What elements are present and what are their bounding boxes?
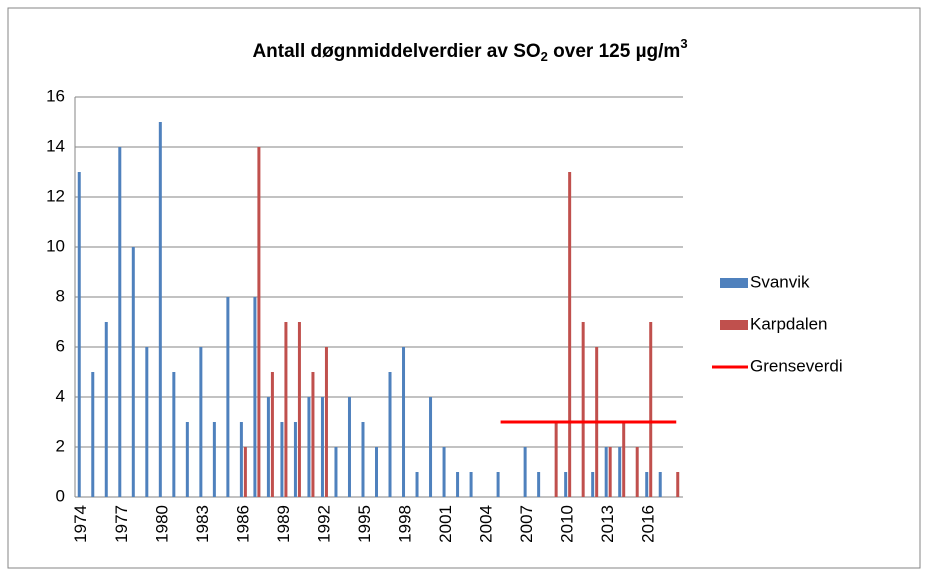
bar	[456, 472, 460, 497]
bar	[608, 447, 612, 497]
bar	[324, 347, 328, 497]
y-tick-label: 4	[56, 386, 65, 405]
bar	[334, 447, 338, 497]
bar	[172, 372, 176, 497]
legend-label: Svanvik	[750, 272, 810, 291]
bar	[131, 247, 135, 497]
x-tick-label: 1992	[314, 505, 333, 543]
title-part: over 125 µg/m	[548, 41, 680, 62]
bar	[388, 372, 392, 497]
bar	[591, 472, 595, 497]
bar	[442, 447, 446, 497]
bar	[523, 447, 527, 497]
legend-swatch	[720, 278, 748, 288]
x-tick-label: 1974	[71, 505, 90, 543]
bar	[537, 472, 541, 497]
bar	[496, 472, 500, 497]
title-sub: 2	[541, 49, 548, 64]
bar	[212, 422, 216, 497]
bar	[293, 422, 297, 497]
bar	[118, 147, 122, 497]
legend-label: Grenseverdi	[750, 356, 843, 375]
bar	[297, 322, 301, 497]
bar	[645, 472, 649, 497]
x-tick-label: 1983	[193, 505, 212, 543]
x-tick-label: 2007	[517, 505, 536, 543]
legend-swatch	[720, 320, 748, 330]
y-tick-label: 0	[56, 486, 65, 505]
bar	[307, 397, 311, 497]
bar	[568, 172, 572, 497]
bar	[257, 147, 261, 497]
bar	[91, 372, 95, 497]
bar	[199, 347, 203, 497]
bar	[270, 372, 274, 497]
bar	[415, 472, 419, 497]
bar	[185, 422, 189, 497]
y-tick-label: 8	[56, 286, 65, 305]
x-tick-label: 1986	[233, 505, 252, 543]
y-tick-label: 2	[56, 436, 65, 455]
bar	[280, 422, 284, 497]
x-tick-label: 2001	[436, 505, 455, 543]
bar	[266, 397, 270, 497]
bar	[402, 347, 406, 497]
x-tick-label: 2010	[558, 505, 577, 543]
bar	[145, 347, 149, 497]
bar	[361, 422, 365, 497]
x-tick-label: 2004	[477, 505, 496, 543]
bar	[676, 472, 680, 497]
bar	[604, 447, 608, 497]
x-tick-label: 1989	[274, 505, 293, 543]
title-sup: 3	[680, 36, 687, 51]
bar	[618, 447, 622, 497]
chart-title: Antall døgnmiddelverdier av SO2 over 125…	[252, 36, 687, 64]
bar	[284, 322, 288, 497]
bar	[239, 422, 243, 497]
bar	[554, 422, 558, 497]
bar	[581, 322, 585, 497]
bar	[635, 447, 639, 497]
bar	[226, 297, 230, 497]
x-tick-label: 1995	[355, 505, 374, 543]
x-tick-label: 2013	[598, 505, 617, 543]
x-tick-label: 2016	[639, 505, 658, 543]
bar	[320, 397, 324, 497]
y-tick-label: 6	[56, 336, 65, 355]
bar	[375, 447, 378, 497]
bar	[104, 322, 108, 497]
bar	[469, 472, 473, 497]
bar	[77, 172, 81, 497]
title-part: Antall døgnmiddelverdier av SO	[252, 41, 540, 62]
legend-label: Karpdalen	[750, 314, 828, 333]
x-tick-label: 1998	[396, 505, 415, 543]
bar	[622, 422, 626, 497]
bar	[243, 447, 247, 497]
y-tick-label: 10	[46, 236, 65, 255]
bar	[158, 122, 162, 497]
bar	[649, 322, 653, 497]
bar	[347, 397, 351, 497]
x-tick-label: 1977	[112, 505, 131, 543]
x-tick-label: 1980	[152, 505, 171, 543]
bar	[253, 297, 257, 497]
bar	[311, 372, 315, 497]
y-tick-label: 12	[46, 186, 65, 205]
bar	[429, 397, 433, 497]
y-tick-label: 16	[46, 86, 65, 105]
y-tick-label: 14	[46, 136, 65, 155]
bar	[564, 472, 568, 497]
bar	[658, 472, 662, 497]
